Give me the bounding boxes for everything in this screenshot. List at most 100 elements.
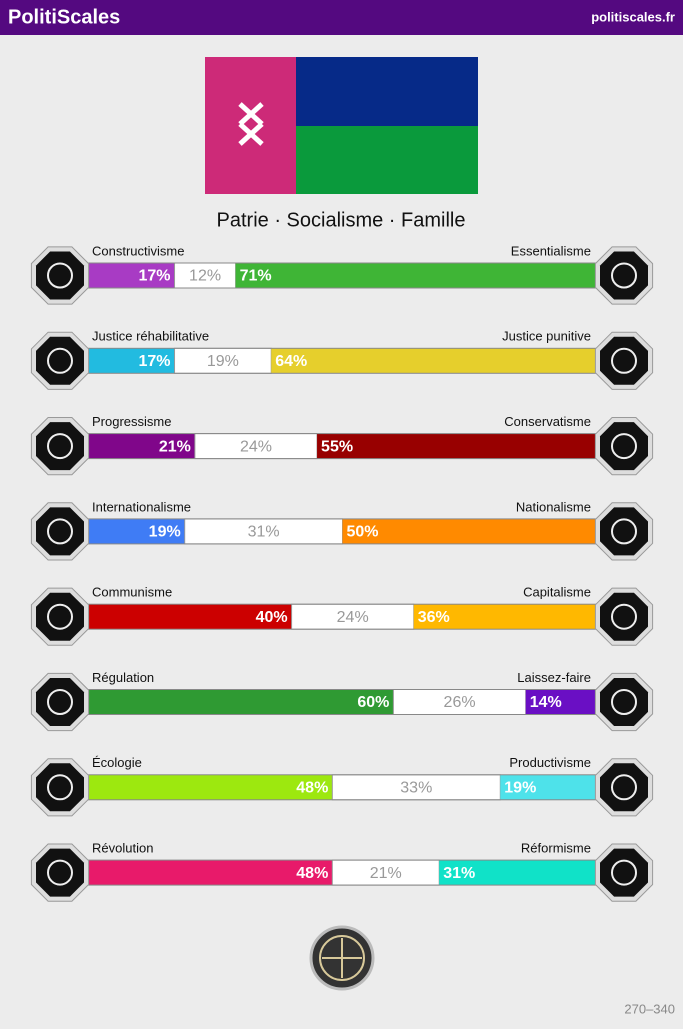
icon-symbol xyxy=(611,689,637,715)
right-label: Réformisme xyxy=(521,841,591,856)
axis-row: Révolution Réformisme 48% 21% 31% xyxy=(30,841,654,902)
site-link[interactable]: politiscales.fr xyxy=(591,9,675,24)
left-value: 48% xyxy=(296,865,328,882)
neutral-value: 12% xyxy=(189,268,221,285)
icon-core xyxy=(36,848,84,897)
left-value: 21% xyxy=(159,438,191,455)
bar-left xyxy=(88,263,175,288)
icon-symbol xyxy=(47,347,73,374)
left-value: 60% xyxy=(357,694,389,711)
right-value: 50% xyxy=(347,524,379,541)
icon-symbol xyxy=(47,689,73,715)
right-value: 36% xyxy=(418,609,450,626)
right-value: 31% xyxy=(443,865,475,882)
right-value: 19% xyxy=(504,780,536,797)
icon-core xyxy=(36,763,84,812)
flag xyxy=(205,57,478,194)
axis-row: Progressisme Conservatisme 21% 24% 55% xyxy=(30,414,654,476)
bar-neutral xyxy=(331,774,501,801)
right-value: 55% xyxy=(321,438,353,455)
bar-neutral xyxy=(291,603,415,630)
icon-core xyxy=(36,422,84,471)
icon-symbol xyxy=(47,433,73,460)
icon-symbol xyxy=(611,774,637,801)
axis-row: Communisme Capitalisme 40% 24% 36% xyxy=(30,585,654,646)
icon-symbol xyxy=(611,859,637,886)
icon-symbol xyxy=(611,433,637,460)
right-label: Conservatisme xyxy=(504,414,591,429)
left-label: Communisme xyxy=(92,585,172,600)
neutral-value: 19% xyxy=(207,353,239,370)
icon-symbol xyxy=(47,518,73,545)
bar-right xyxy=(525,689,597,715)
icon-symbol xyxy=(611,262,637,289)
right-label: Capitalisme xyxy=(523,585,591,600)
bar-left xyxy=(88,860,333,886)
icon-symbol xyxy=(47,859,73,886)
icon-symbol xyxy=(47,262,73,289)
icon-core xyxy=(36,336,84,385)
bar-right xyxy=(271,348,597,374)
left-label: Régulation xyxy=(92,670,154,685)
icon-core xyxy=(36,251,84,300)
bar-left xyxy=(88,348,175,374)
icon-core xyxy=(600,592,648,641)
left-value: 17% xyxy=(138,353,170,370)
left-label: Écologie xyxy=(92,755,142,770)
right-label: Nationalisme xyxy=(516,499,591,514)
bar-left xyxy=(88,774,333,800)
icon-symbol xyxy=(611,518,637,545)
bar-neutral xyxy=(194,433,318,460)
right-label: Essentialisme xyxy=(511,243,591,258)
icon-core xyxy=(600,336,648,385)
axis-row: Internationalisme Nationalisme 19% 31% 50% xyxy=(30,499,654,561)
axis-row: Régulation Laissez-faire 60% 26% 14% xyxy=(30,670,654,732)
icon-core xyxy=(600,763,648,812)
bar-left xyxy=(88,518,185,544)
left-label: Internationalisme xyxy=(92,499,191,514)
axis-row: Constructivisme Essentialisme 17% 12% 71% xyxy=(30,243,654,305)
icon-core xyxy=(36,592,84,641)
icon-symbol xyxy=(611,347,637,374)
icon-symbol xyxy=(611,603,637,630)
left-label: Constructivisme xyxy=(92,243,184,258)
right-label: Laissez-faire xyxy=(517,670,591,685)
icon-core xyxy=(600,848,648,897)
left-label: Justice réhabilitative xyxy=(92,329,209,344)
slogan: Patrie · Socialisme · Famille xyxy=(217,209,466,231)
neutral-value: 24% xyxy=(240,438,272,455)
icon-core xyxy=(600,678,648,726)
neutral-value: 26% xyxy=(444,694,476,711)
icon-core xyxy=(36,678,84,726)
axis-row: Justice réhabilitative Justice punitive 17… xyxy=(30,329,654,390)
right-label: Justice punitive xyxy=(502,329,591,344)
app-title: PolitiScales xyxy=(8,6,120,28)
right-label: Productivisme xyxy=(509,755,591,770)
header-bar xyxy=(0,0,683,35)
right-value: 64% xyxy=(275,353,307,370)
bar-right xyxy=(413,604,597,630)
neutral-value: 21% xyxy=(370,865,402,882)
right-value: 71% xyxy=(240,268,272,285)
bar-right xyxy=(500,774,597,800)
bar-right xyxy=(342,518,597,544)
left-label: Progressisme xyxy=(92,414,171,429)
icon-core xyxy=(36,507,84,556)
left-value: 48% xyxy=(296,780,328,797)
left-value: 17% xyxy=(138,268,170,285)
bar-right xyxy=(439,860,597,886)
bar-neutral xyxy=(331,859,440,886)
neutral-value: 33% xyxy=(400,780,432,797)
bar-left xyxy=(88,689,394,715)
bar-left xyxy=(88,604,292,630)
bar-right xyxy=(235,263,598,288)
axis-row: Écologie Productivisme 48% 33% 19% xyxy=(30,755,654,817)
bar-right xyxy=(317,433,597,459)
right-value: 14% xyxy=(530,694,562,711)
icon-core xyxy=(600,507,648,556)
neutral-value: 24% xyxy=(337,609,369,626)
left-label: Révolution xyxy=(92,841,153,856)
footer-range: 270–340 xyxy=(624,1001,675,1016)
left-value: 19% xyxy=(149,524,181,541)
